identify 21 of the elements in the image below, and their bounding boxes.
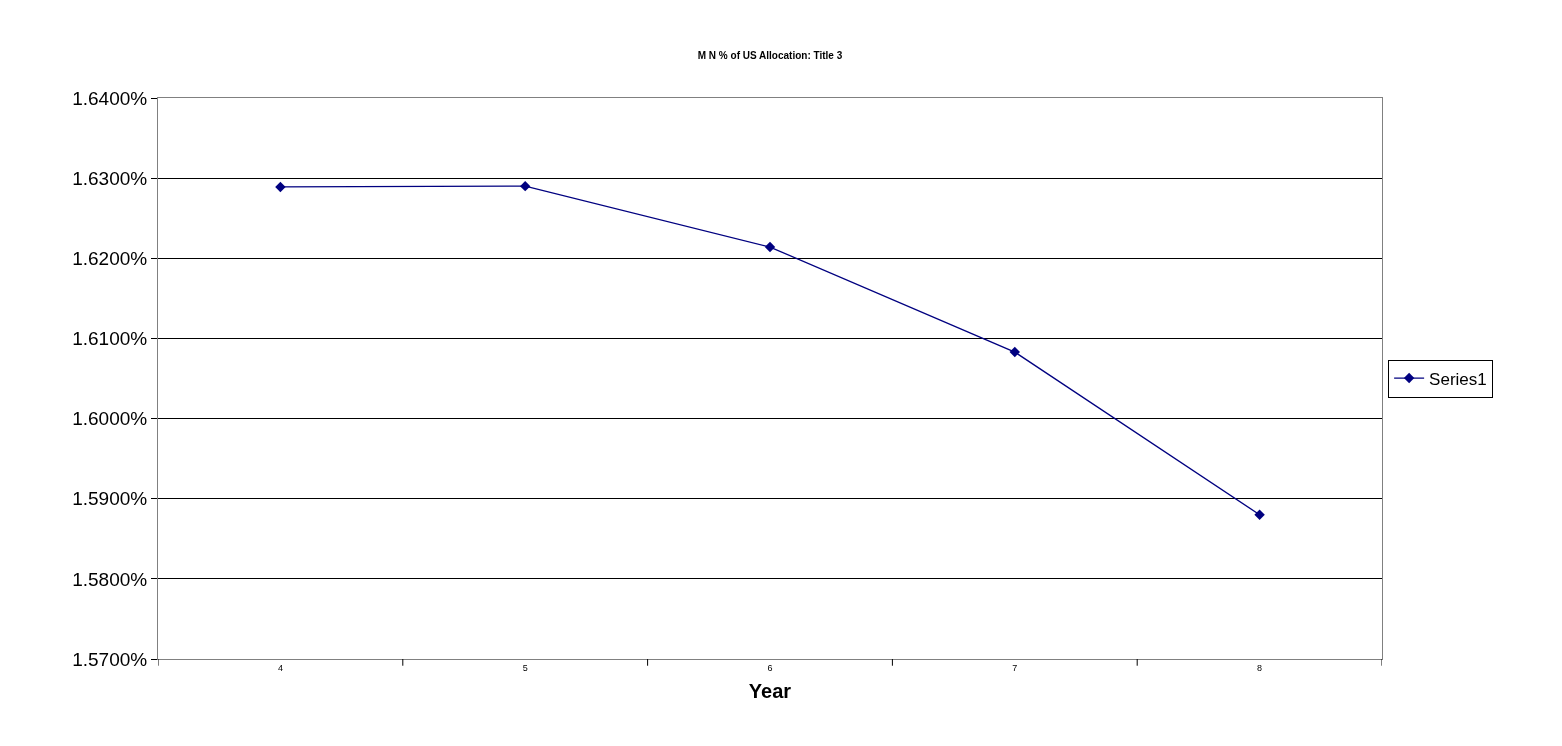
x-tick-label: 7 — [1012, 662, 1018, 673]
y-tick-label: 1.6300% — [72, 167, 148, 189]
x-tick-label: 6 — [767, 662, 773, 673]
y-tick-label: 1.6000% — [72, 408, 148, 430]
y-tick-label: 1.5800% — [72, 568, 148, 590]
point — [764, 241, 776, 253]
point — [275, 181, 286, 193]
point — [1009, 346, 1020, 358]
x-axis-title: Year — [748, 680, 792, 703]
y-tick-label: 1.6400% — [72, 87, 148, 109]
point — [1254, 509, 1265, 520]
point — [520, 180, 531, 192]
y-tick-label: 1.5700% — [72, 648, 148, 670]
chart-title: M N % of US Allocation: Title 3 — [697, 49, 843, 61]
x-tick-label: 4 — [277, 662, 283, 673]
y-tick-label: 1.6200% — [72, 247, 148, 269]
y-tick-label: 1.6100% — [72, 328, 148, 350]
legend-label: Series1 — [1429, 369, 1487, 389]
x-tick-label: 8 — [1257, 662, 1263, 673]
x-tick-label: 5 — [522, 662, 528, 673]
y-tick-label: 1.5900% — [72, 488, 148, 510]
